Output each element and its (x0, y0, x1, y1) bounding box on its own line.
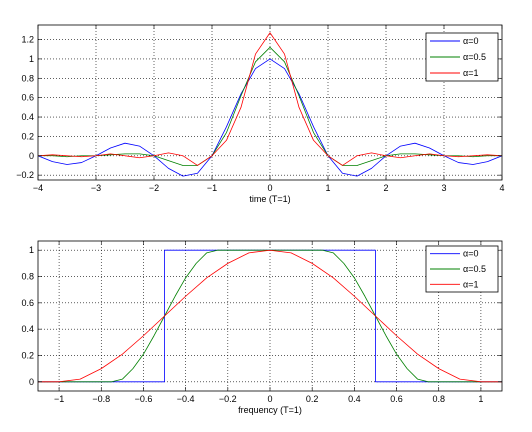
x-tick-label: 0.8 (432, 394, 445, 404)
x-tick-label: 0 (267, 183, 272, 193)
x-tick-label: 0 (267, 394, 272, 404)
legend: α=0 α=0.5 α=1 (425, 32, 499, 82)
y-tick-label: 0 (29, 377, 34, 387)
legend-label-3: α=1 (463, 279, 478, 289)
legend-label-1: α=0 (463, 249, 478, 259)
x-tick-label: −0.2 (219, 394, 237, 404)
y-tick-label: 0.6 (21, 298, 34, 308)
y-tick-label: 0.2 (21, 350, 34, 360)
y-tick-label: 0.4 (21, 324, 34, 334)
y-tick-label: 1.2 (21, 35, 34, 45)
y-tick-label: 0.8 (21, 73, 34, 83)
y-tick-label: 0.2 (21, 131, 34, 141)
series-line-3 (38, 249, 502, 383)
x-tick-label: 1 (478, 394, 483, 404)
series-line-1 (38, 58, 502, 177)
x-tick-label: 4 (499, 183, 504, 193)
x-tick-label: −1 (207, 183, 217, 193)
legend: α=0 α=0.5 α=1 (425, 245, 499, 293)
x-tick-label: 3 (441, 183, 446, 193)
x-axis-label: frequency (T=1) (238, 405, 302, 415)
x-axis-label: time (T=1) (249, 194, 290, 204)
legend-label-2: α=0.5 (463, 264, 486, 274)
x-tick-label: 0.4 (348, 394, 361, 404)
x-tick-label: −0.8 (92, 394, 110, 404)
y-tick-label: 1 (29, 54, 34, 64)
y-tick-label: 0.8 (21, 272, 34, 282)
x-tick-label: 1 (325, 183, 330, 193)
x-tick-label: 0.2 (306, 394, 319, 404)
legend-label-2: α=0.5 (463, 52, 486, 62)
y-tick-label: 0 (29, 151, 34, 161)
x-tick-label: 0.6 (390, 394, 403, 404)
x-tick-label: −0.6 (135, 394, 153, 404)
chart-2: −1 −0.8 −0.6 −0.4 −0.2 0 0.2 0.4 0.6 0.8 1 0 0.2 0.4 0… (21, 240, 503, 415)
y-tick-label: −0.2 (16, 170, 34, 180)
series-line-3 (38, 32, 502, 166)
legend-label-1: α=0 (463, 36, 478, 46)
chart-1: −4 −3 −2 −1 0 1 2 3 4 −0.2 0 0.2 0.4 0.6 0.8 1 1.2 time (… (16, 24, 505, 204)
x-tick-label: −2 (149, 183, 159, 193)
x-tick-label: 2 (383, 183, 388, 193)
x-tick-label: −0.4 (177, 394, 195, 404)
legend-label-3: α=1 (463, 68, 478, 78)
y-tick-label: 1 (29, 245, 34, 255)
x-tick-label: −1 (54, 394, 64, 404)
y-tick-label: 0.6 (21, 93, 34, 103)
y-tick-label: 0.4 (21, 112, 34, 122)
x-tick-label: −4 (33, 183, 43, 193)
x-tick-label: −3 (91, 183, 101, 193)
